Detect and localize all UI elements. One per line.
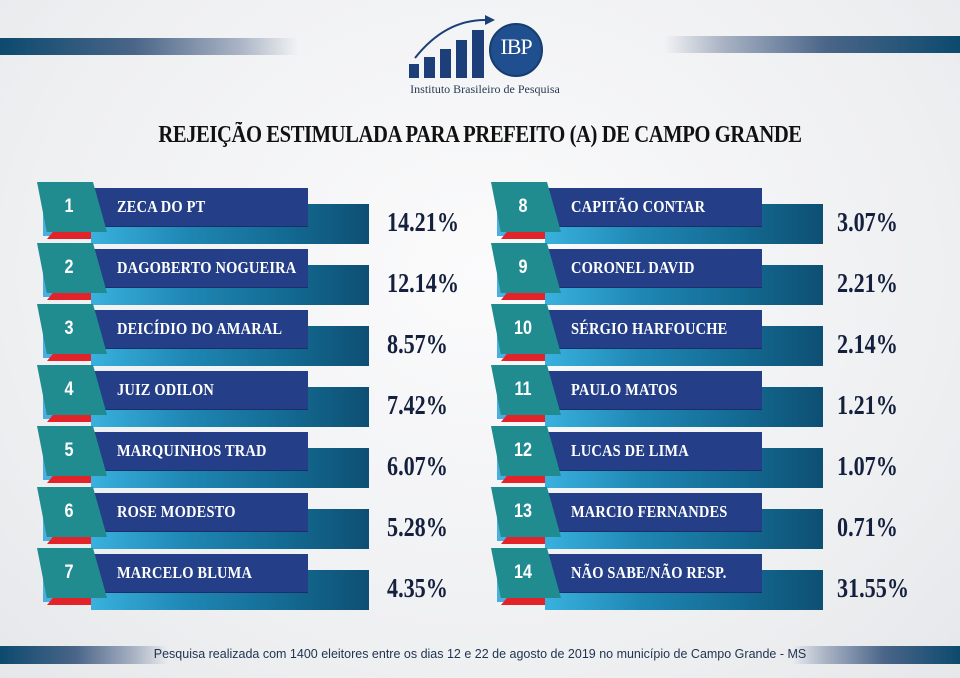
- decorative-bar-bottom-right: [792, 646, 960, 664]
- candidate-name: JUIZ ODILON: [117, 380, 215, 399]
- decorative-bar-top-left: [0, 38, 298, 55]
- name-banner: [91, 188, 308, 226]
- candidate-name: SÉRGIO HARFOUCHE: [571, 319, 728, 338]
- percentage-value: 8.57%: [387, 329, 448, 359]
- name-banner: [91, 432, 308, 470]
- rank-number: 10: [514, 318, 532, 339]
- ranking-row: DAGOBERTO NOGUEIRA 2 12.14%: [37, 243, 497, 307]
- percentage-value: 2.21%: [837, 268, 898, 298]
- ibp-logo: IBP Instituto Brasileiro de Pesquisa: [405, 8, 565, 103]
- ranking-row: ZECA DO PT 1 14.21%: [37, 182, 497, 246]
- percentage-value: 14.21%: [387, 207, 459, 237]
- rank-tab: [37, 487, 107, 537]
- rank-tab: [491, 548, 561, 598]
- rank-number: 3: [64, 318, 74, 339]
- ranking-row: CAPITÃO CONTAR 8 3.07%: [491, 182, 951, 246]
- name-banner: [91, 371, 308, 409]
- name-banner: [91, 310, 308, 348]
- name-banner: [91, 493, 308, 531]
- rank-tab: [37, 365, 107, 415]
- rank-tab: [491, 304, 561, 354]
- percentage-value: 7.42%: [387, 390, 448, 420]
- percentage-value: 1.07%: [837, 451, 898, 481]
- candidate-name: NÃO SABE/NÃO RESP.: [571, 563, 727, 582]
- name-banner: [545, 249, 762, 287]
- rank-tab: [37, 304, 107, 354]
- candidate-name: CAPITÃO CONTAR: [571, 197, 706, 216]
- logo-caption: Instituto Brasileiro de Pesquisa: [410, 82, 560, 96]
- rank-number: 9: [518, 257, 528, 278]
- candidate-name: DEICÍDIO DO AMARAL: [117, 319, 283, 338]
- rank-tab: [491, 365, 561, 415]
- rank-number: 11: [514, 379, 532, 400]
- percentage-value: 6.07%: [387, 451, 448, 481]
- percentage-value: 2.14%: [837, 329, 898, 359]
- candidate-name: LUCAS DE LIMA: [571, 441, 689, 460]
- rank-number: 12: [514, 440, 532, 461]
- rank-number: 13: [514, 501, 532, 522]
- rank-tab: [491, 182, 561, 232]
- name-banner: [545, 432, 762, 470]
- decorative-bar-bottom-left: [0, 646, 168, 664]
- name-banner: [91, 249, 308, 287]
- percentage-value: 31.55%: [837, 573, 909, 603]
- ranking-row: LUCAS DE LIMA 12 1.07%: [491, 426, 951, 490]
- ranking-row: MARQUINHOS TRAD 5 6.07%: [37, 426, 497, 490]
- decorative-bar-top-right: [664, 36, 960, 53]
- ranking-row: CORONEL DAVID 9 2.21%: [491, 243, 951, 307]
- bar-chart-growth-icon: [409, 15, 543, 78]
- candidate-name: CORONEL DAVID: [571, 258, 695, 277]
- percentage-value: 5.28%: [387, 512, 448, 542]
- candidate-name: ZECA DO PT: [117, 197, 206, 216]
- candidate-name: MARQUINHOS TRAD: [117, 441, 267, 460]
- rank-tab: [491, 243, 561, 293]
- ranking-row: MARCELO BLUMA 7 4.35%: [37, 548, 497, 612]
- name-banner: [91, 554, 308, 592]
- percentage-value: 0.71%: [837, 512, 898, 542]
- rank-number: 6: [64, 501, 74, 522]
- candidate-name: MARCELO BLUMA: [117, 563, 253, 582]
- rank-number: 7: [64, 562, 74, 583]
- rank-tab: [491, 426, 561, 476]
- percentage-value: 12.14%: [387, 268, 459, 298]
- rank-number: 8: [518, 196, 528, 217]
- candidate-name: ROSE MODESTO: [117, 502, 236, 521]
- name-banner: [545, 310, 762, 348]
- rank-number: 4: [64, 379, 74, 400]
- name-banner: [545, 371, 762, 409]
- candidate-name: DAGOBERTO NOGUEIRA: [117, 258, 297, 277]
- rank-tab: [37, 426, 107, 476]
- ranking-row: SÉRGIO HARFOUCHE 10 2.14%: [491, 304, 951, 368]
- ranking-row: DEICÍDIO DO AMARAL 3 8.57%: [37, 304, 497, 368]
- percentage-value: 1.21%: [837, 390, 898, 420]
- page-title: REJEIÇÃO ESTIMULADA PARA PREFEITO (A) DE…: [158, 122, 802, 148]
- ranking-row: ROSE MODESTO 6 5.28%: [37, 487, 497, 551]
- ranking-row: JUIZ ODILON 4 7.42%: [37, 365, 497, 429]
- rank-number: 2: [64, 257, 74, 278]
- rank-number: 1: [64, 196, 74, 217]
- name-banner: [545, 493, 762, 531]
- candidate-name: MARCIO FERNANDES: [571, 502, 728, 521]
- percentage-value: 4.35%: [387, 573, 448, 603]
- ranking-row: MARCIO FERNANDES 13 0.71%: [491, 487, 951, 551]
- survey-footnote: Pesquisa realizada com 1400 eleitores en…: [153, 647, 807, 661]
- name-banner: [545, 188, 762, 226]
- candidate-name: PAULO MATOS: [571, 380, 678, 399]
- rank-number: 5: [64, 440, 74, 461]
- rank-tab: [491, 487, 561, 537]
- name-banner: [545, 554, 762, 592]
- ranking-row: PAULO MATOS 11 1.21%: [491, 365, 951, 429]
- ranking-row: NÃO SABE/NÃO RESP. 14 31.55%: [491, 548, 951, 612]
- percentage-value: 3.07%: [837, 207, 898, 237]
- logo-text: IBP: [500, 34, 532, 59]
- rank-number: 14: [514, 562, 532, 583]
